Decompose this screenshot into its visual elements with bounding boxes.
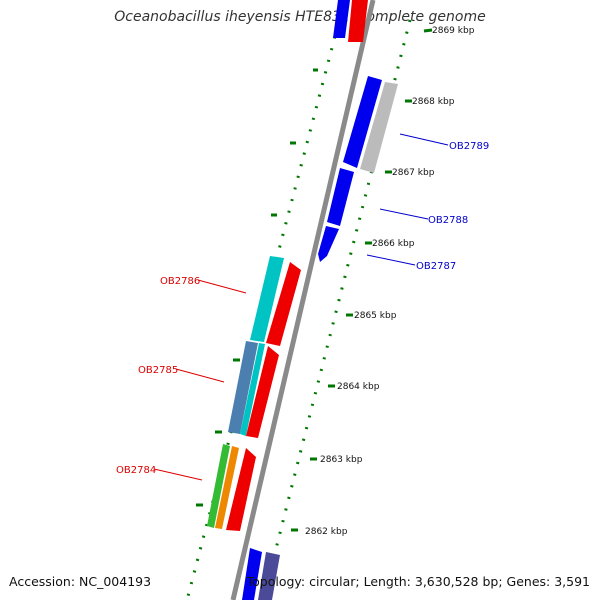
gene-feature[interactable] [360,82,398,173]
gene-feature[interactable] [242,548,262,600]
kbp-tick [423,28,433,33]
kbp-label: 2862 kbp [305,527,348,537]
gene-feature-ob2785[interactable] [246,346,279,438]
gene-feature-ob2789[interactable] [343,76,382,168]
label-leader-ob2788 [379,208,429,220]
label-leader-ob2787 [366,254,416,266]
gene-feature[interactable] [348,0,368,42]
label-leader-ob2786 [197,279,247,294]
gene-feature-ob2788[interactable] [327,168,354,226]
minus-strand-genes [196,68,318,531]
kbp-label: 2866 kbp [372,239,415,249]
gene-label-ob2786[interactable]: OB2786 [160,276,200,287]
gene-feature[interactable] [215,446,239,529]
accession-text: Accession: NC_004193 [9,574,152,589]
gene-label-ob2789[interactable]: OB2789 [449,141,489,152]
gene-label-ob2788[interactable]: OB2788 [428,215,468,226]
gene-label-ob2784[interactable]: OB2784 [116,465,156,476]
label-leader-ob2784 [153,468,203,481]
genome-backbone [230,0,376,600]
kbp-ticks [291,28,433,532]
label-leader-ob2789 [399,133,449,146]
genome-title: Oceanobacillus iheyensis HTE831, complet… [114,9,486,25]
kbp-label: 2868 kbp [412,97,455,107]
kbp-label: 2864 kbp [337,382,380,392]
gene-feature[interactable] [240,343,265,436]
kbp-label: 2863 kbp [320,455,363,465]
kbp-label: 2869 kbp [432,26,475,36]
gene-feature-ob2784[interactable] [226,448,256,531]
kbp-label: 2867 kbp [392,168,435,178]
gene-label-ob2787[interactable]: OB2787 [416,261,456,272]
topology-text: Topology: circular; Length: 3,630,528 bp… [246,574,590,589]
gene-feature[interactable] [333,0,350,38]
gene-feature[interactable] [250,256,284,342]
gene-label-ob2785[interactable]: OB2785 [138,365,178,376]
gene-feature[interactable] [258,552,280,600]
plus-strand-genes [242,0,398,600]
kbp-label: 2865 kbp [354,311,397,321]
gene-feature-ob2786[interactable] [266,262,301,346]
gene-feature[interactable] [228,341,258,434]
gene-feature-ob2787[interactable] [318,226,339,262]
label-leader-ob2785 [175,368,225,383]
gene-feature[interactable] [207,444,230,528]
